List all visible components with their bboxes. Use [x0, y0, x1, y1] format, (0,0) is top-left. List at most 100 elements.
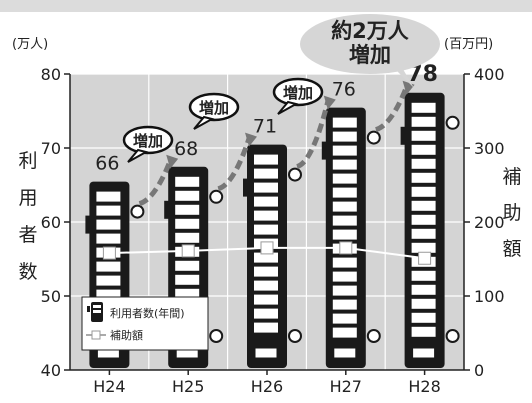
x-tick-label: H24 — [93, 377, 125, 396]
x-tick-label: H25 — [172, 377, 204, 396]
bar-window — [175, 260, 200, 271]
subsidy-point — [339, 241, 353, 255]
right-tick-label: 300 — [474, 139, 505, 158]
bar-window — [332, 201, 357, 212]
increase-callout: 増加 — [122, 125, 174, 163]
right-tick-label: 400 — [474, 65, 505, 84]
bar-window — [332, 117, 357, 128]
subsidy-point — [102, 246, 116, 260]
right-axis-label-char: 補 — [502, 166, 521, 188]
total-callout-bubble — [300, 14, 440, 74]
bar-window — [96, 233, 121, 244]
bar-window — [332, 159, 357, 170]
bar-mirror — [400, 126, 406, 145]
bar-window — [175, 288, 200, 299]
x-tick-label: H27 — [330, 377, 362, 396]
left-tick-label: 60 — [41, 213, 61, 232]
increase-arrowhead — [323, 95, 336, 110]
bar-mirror — [164, 200, 170, 219]
left-tick-label: 40 — [41, 361, 61, 380]
bar-window — [332, 145, 357, 156]
callout-bubble — [188, 92, 240, 122]
right-axis-unit: (百万円) — [444, 37, 493, 52]
left-tick-label: 70 — [41, 139, 61, 158]
subsidy-point — [418, 251, 432, 265]
bar-window — [411, 228, 436, 239]
left-axis-unit: (万人) — [12, 37, 48, 52]
bar-window — [96, 289, 121, 300]
bar-wheel — [445, 115, 460, 130]
bar-window — [332, 299, 357, 310]
bar-window — [96, 261, 121, 272]
callout-tail — [193, 115, 215, 130]
bar-window — [411, 326, 436, 337]
bar-window — [96, 205, 121, 216]
axes: 40 50 60 70 80 0 100 200 300 400 H24 H25 H26 H27 H28 — [41, 65, 505, 396]
bar-window — [254, 280, 278, 291]
bar-headlight — [333, 347, 357, 359]
right-axis-label: 補助額 — [502, 166, 521, 260]
bar-window — [96, 219, 121, 230]
bar-mirror — [243, 178, 248, 197]
increase-callout: 増加 — [188, 92, 240, 130]
bar-window — [411, 102, 436, 113]
bar-window — [332, 229, 357, 240]
bar-window — [411, 214, 436, 225]
legend-bus-icon — [87, 302, 103, 322]
bar-window — [332, 285, 357, 296]
bar-window — [411, 298, 436, 309]
bar-window — [96, 191, 121, 202]
x-tick-label: H26 — [251, 377, 283, 396]
bar-window — [411, 130, 436, 141]
legend-label-subsidy: 補助額 — [110, 328, 143, 342]
total-callout-line2: 増加 — [349, 43, 391, 67]
increase-callout: 増加 — [272, 77, 324, 115]
right-tick-label: 100 — [474, 287, 505, 306]
bar-window — [411, 144, 436, 155]
increase-arrow — [295, 100, 331, 170]
subsidy-point — [260, 241, 274, 255]
callout-text: 増加 — [133, 132, 163, 150]
callout-bubble — [272, 77, 324, 107]
bar-window — [332, 271, 357, 282]
bar-window — [175, 204, 200, 215]
bar-wheel — [209, 329, 224, 343]
bar-window — [254, 182, 278, 193]
bar-window — [175, 274, 200, 285]
bar-window — [411, 270, 436, 281]
bar-window — [411, 158, 436, 169]
bar-window — [175, 218, 200, 229]
bar-window — [254, 196, 278, 207]
left-axis-label-char: 利 — [18, 150, 37, 172]
bar-window — [175, 176, 200, 187]
bar-window — [254, 266, 278, 277]
bar-window — [411, 172, 436, 183]
bar-wheel — [288, 329, 302, 343]
legend-marker-sample — [91, 330, 101, 340]
callout-text: 増加 — [199, 99, 229, 117]
bar-series — [85, 92, 460, 369]
bar-window — [411, 186, 436, 197]
right-axis-label-char: 助 — [502, 202, 521, 224]
bar-window — [254, 308, 278, 319]
bar — [400, 92, 460, 369]
callout-tail — [277, 100, 299, 115]
legend: 利用者数(年間) 補助額 — [81, 296, 209, 351]
left-axis-label-char: 用 — [18, 187, 37, 209]
increase-arrow — [217, 137, 252, 192]
bar-headlight — [412, 347, 436, 359]
callout-text: 増加 — [283, 84, 313, 102]
bar-window — [411, 312, 436, 323]
bar-wheel — [366, 130, 381, 145]
total-callout-line1: 約2万人 — [331, 19, 409, 43]
bar-wheel — [288, 167, 302, 182]
bar-window — [332, 257, 357, 268]
bar-wheel — [366, 329, 381, 343]
top-band — [0, 0, 532, 12]
callout-bubble — [122, 125, 174, 155]
bar-window — [411, 242, 436, 253]
bar-value-label: 66 — [95, 153, 119, 175]
